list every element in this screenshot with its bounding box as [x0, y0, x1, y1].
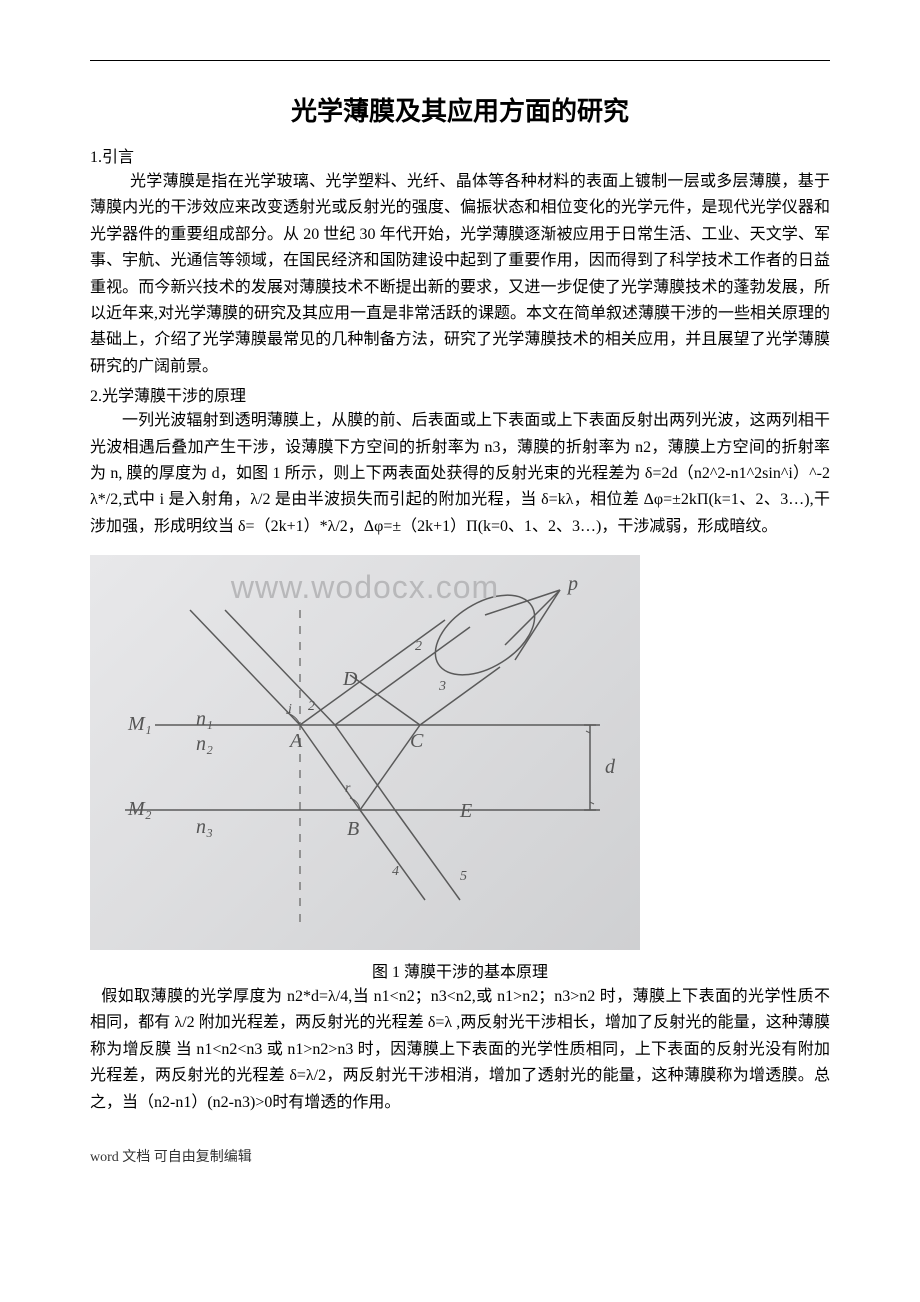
- svg-text:p: p: [566, 573, 578, 595]
- section-2-paragraph-2: 假如取薄膜的光学厚度为 n2*d=λ/4,当 n1<n2；n3<n2,或 n1>…: [90, 984, 830, 1116]
- svg-text:n₁: n₁: [196, 708, 213, 730]
- figure-1-caption: 图 1 薄膜干涉的基本原理: [90, 958, 830, 982]
- svg-text:D: D: [342, 668, 358, 690]
- svg-text:n₃: n₃: [196, 816, 213, 838]
- svg-text:n₂: n₂: [196, 733, 213, 755]
- svg-text:r: r: [345, 781, 351, 796]
- svg-text:2: 2: [415, 639, 422, 654]
- svg-text:i: i: [288, 702, 292, 717]
- svg-text:B: B: [347, 818, 359, 840]
- top-divider: [90, 60, 830, 61]
- document-title: 光学薄膜及其应用方面的研究: [90, 91, 830, 128]
- svg-text:3: 3: [438, 679, 446, 694]
- figure-1-diagram: 2 3 2 i r 4 5 M₁ M₂ n₁ n₂ n₃ A C D B E p…: [90, 555, 640, 950]
- svg-text:A: A: [288, 730, 303, 752]
- svg-text:d: d: [605, 756, 616, 778]
- svg-text:M₁: M₁: [127, 713, 152, 735]
- section-2-paragraph-1: 一列光波辐射到透明薄膜上，从膜的前、后表面或上下表面或上下表面反射出两列光波，这…: [90, 408, 830, 540]
- section-2-heading: 2.光学薄膜干涉的原理: [90, 382, 830, 406]
- svg-text:E: E: [459, 800, 472, 822]
- svg-text:4: 4: [392, 864, 399, 879]
- svg-text:2: 2: [308, 699, 315, 714]
- svg-text:M₂: M₂: [127, 798, 152, 820]
- figure-1-image: www.wodocx.com: [90, 555, 640, 950]
- footer-text: word 文档 可自由复制编辑: [90, 1146, 830, 1166]
- section-1-heading: 1.引言: [90, 143, 830, 167]
- svg-text:5: 5: [460, 869, 467, 884]
- section-1-paragraph: 光学薄膜是指在光学玻璃、光学塑料、光纤、晶体等各种材料的表面上镀制一层或多层薄膜…: [90, 169, 830, 380]
- watermark-text: www.wodocx.com: [231, 569, 499, 606]
- figure-1-container: www.wodocx.com: [90, 555, 830, 950]
- svg-text:C: C: [410, 730, 424, 752]
